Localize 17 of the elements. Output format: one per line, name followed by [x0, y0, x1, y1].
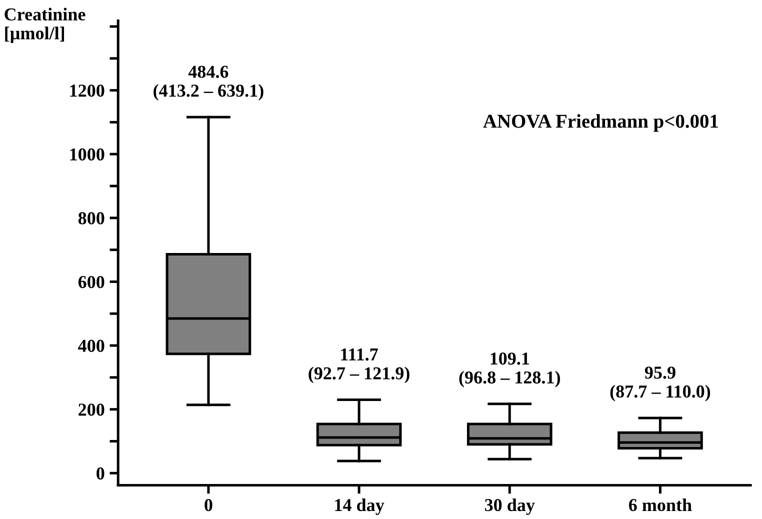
y-tick-label: 800: [78, 212, 104, 224]
y-tick-label: 600: [78, 276, 104, 288]
annotation: 95.9 (87.7 – 110.0): [610, 366, 710, 402]
x-tick-label: 30 day: [484, 498, 535, 515]
annotation: 111.7 (92.7 – 121.9): [308, 348, 410, 384]
annotation: ANOVA Friedmann p<0.001: [483, 114, 718, 132]
y-axis-title: Creatinine [µmol/l]: [4, 8, 86, 44]
annotation: 484.6 (413.2 – 639.1): [154, 66, 264, 100]
y-tick-label: 400: [78, 340, 104, 352]
y-tick-label: 0: [96, 467, 104, 480]
y-tick-label: 1000: [70, 148, 104, 161]
x-tick-label: 0: [204, 498, 212, 512]
y-tick-label: 1200: [70, 84, 104, 97]
y-tick-label: 200: [78, 404, 104, 416]
x-tick-label: 6 month: [628, 498, 692, 512]
x-tick-label: 14 day: [335, 498, 384, 515]
annotation: 109.1 (96.8 – 128.1): [459, 352, 560, 388]
